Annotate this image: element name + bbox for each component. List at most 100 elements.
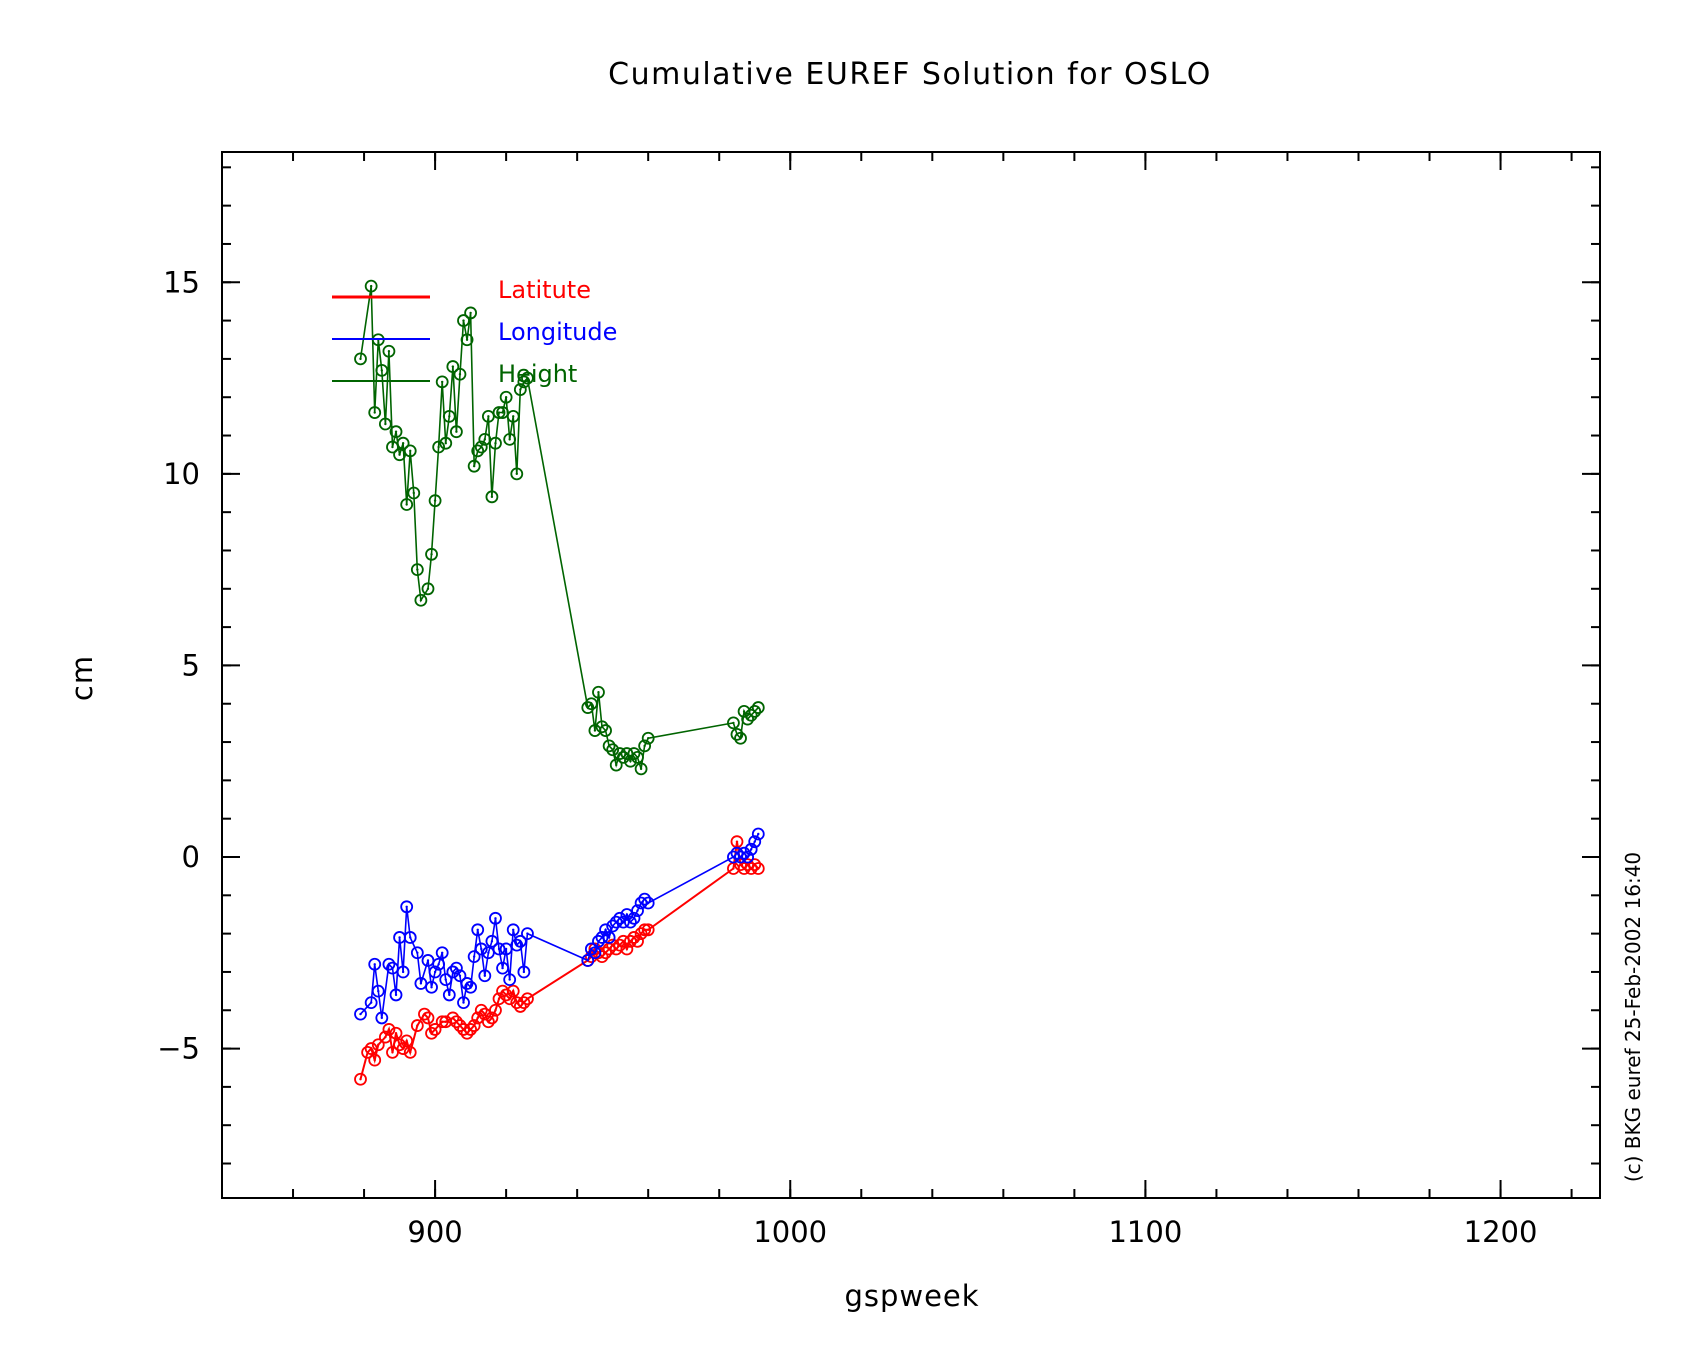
data-point (602, 931, 616, 944)
data-point (588, 942, 602, 956)
data-point (595, 720, 609, 734)
data-point (627, 747, 641, 760)
plot-frame (221, 151, 1601, 1199)
data-point-center (401, 441, 405, 445)
series-line (359, 285, 759, 770)
data-point-center (622, 940, 625, 943)
data-point-center (444, 441, 447, 445)
y-tick-label: −5 (157, 1032, 200, 1066)
data-point (396, 1042, 410, 1055)
data-point-center (497, 997, 501, 1000)
data-point (460, 977, 474, 990)
data-point (620, 942, 634, 956)
data-point (428, 965, 442, 979)
data-point-center (607, 936, 611, 939)
data-point-center (401, 970, 405, 974)
data-point (400, 1034, 414, 1048)
chart-title: Cumulative EUREF Solution for OSLO (608, 57, 1212, 92)
data-point-center (391, 966, 394, 970)
data-point (485, 1011, 499, 1025)
data-point-center (426, 1016, 430, 1020)
data-point-center (739, 737, 742, 740)
data-point (609, 758, 623, 772)
data-point (354, 1007, 367, 1021)
data-point (584, 697, 598, 711)
data-point-center (749, 848, 753, 851)
data-point (517, 965, 531, 979)
data-point-center (416, 568, 419, 571)
data-point (499, 390, 513, 404)
data-point (581, 954, 595, 967)
data-point (375, 363, 389, 377)
data-point-center (416, 951, 419, 954)
data-point (386, 961, 399, 975)
data-point (595, 931, 609, 944)
data-point-center (611, 748, 614, 751)
data-point-center (373, 963, 376, 966)
data-point (616, 915, 630, 929)
data-point (595, 950, 609, 964)
data-point (421, 582, 435, 596)
data-point-center (646, 928, 650, 931)
data-point (499, 942, 513, 956)
data-point (481, 946, 495, 960)
data-point (634, 762, 648, 776)
data-point-center (483, 1012, 487, 1016)
data-point (471, 444, 485, 458)
data-point-center (455, 430, 458, 433)
data-point (588, 946, 602, 960)
data-point (425, 980, 438, 994)
data-point-center (433, 1028, 437, 1031)
data-point-center (732, 867, 735, 870)
data-point (581, 701, 595, 714)
data-point-center (497, 411, 501, 414)
legend-label-height: Height (498, 360, 577, 388)
data-point-center (384, 422, 387, 426)
data-point (460, 1026, 474, 1040)
series-latitute (354, 835, 765, 1086)
data-point (503, 973, 517, 987)
data-point (521, 992, 534, 1006)
data-point (364, 1042, 378, 1055)
data-point-center (387, 350, 391, 353)
data-point-center (409, 449, 412, 453)
data-point-center (444, 1020, 447, 1023)
data-point-center (405, 905, 408, 909)
axis-tick-labels: 900 1000 1100 1200 −5 0 5 10 15 (157, 265, 1537, 1249)
data-point (467, 950, 481, 964)
data-point-center (490, 940, 494, 943)
data-point (616, 750, 630, 764)
data-point-center (586, 959, 590, 962)
data-point (492, 406, 506, 419)
data-point-center (487, 415, 490, 418)
data-point-center (377, 1043, 380, 1046)
data-point-center (643, 744, 646, 748)
data-point (410, 946, 424, 960)
data-point (592, 685, 605, 699)
data-point-center (440, 380, 444, 384)
data-point-center (440, 951, 444, 954)
data-point (506, 923, 520, 937)
data-point-center (526, 376, 529, 380)
data-point (453, 969, 467, 983)
data-point (375, 1011, 389, 1025)
data-point-center (508, 438, 511, 441)
data-point (457, 1023, 470, 1036)
data-point (620, 908, 634, 921)
data-point (389, 988, 403, 1002)
data-point (396, 436, 410, 450)
data-point (737, 846, 751, 860)
data-point-center (369, 284, 373, 288)
data-point (734, 858, 747, 872)
data-point-center (405, 503, 408, 506)
data-point (371, 1038, 385, 1052)
data-point-center (430, 553, 433, 556)
data-point (389, 1026, 403, 1040)
data-point-center (600, 936, 604, 939)
data-point-center (377, 989, 380, 993)
data-point-center (401, 1047, 405, 1050)
data-point (378, 1030, 392, 1044)
data-point (485, 934, 499, 948)
data-point (453, 1019, 467, 1032)
data-point (368, 1053, 382, 1067)
